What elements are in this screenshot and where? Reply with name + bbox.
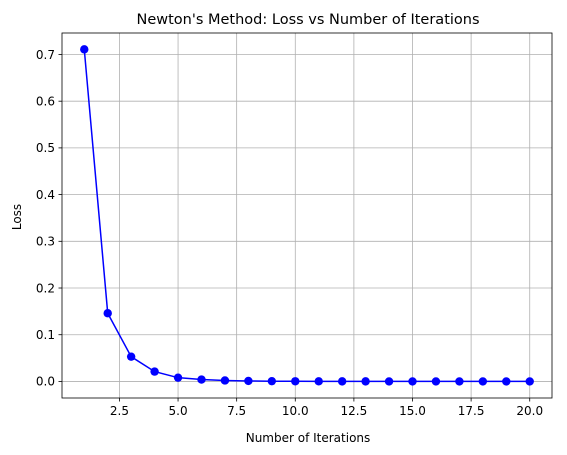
y-tick-label: 0.2 — [36, 281, 55, 295]
y-tick-label: 0.0 — [36, 375, 55, 389]
data-point — [408, 377, 417, 386]
x-tick-label: 12.5 — [341, 404, 368, 418]
y-tick-label: 0.3 — [36, 235, 55, 249]
y-tick-label: 0.1 — [36, 328, 55, 342]
x-tick-label: 20.0 — [516, 404, 543, 418]
data-point — [150, 367, 159, 376]
x-tick-label: 7.5 — [227, 404, 246, 418]
data-point — [502, 377, 511, 386]
y-axis-ticks: 0.0 0.1 0.2 0.3 0.4 0.5 0.6 0.7 — [36, 48, 62, 389]
y-tick-label: 0.6 — [36, 94, 55, 108]
data-point — [267, 376, 277, 386]
y-axis-label: Loss — [10, 204, 24, 230]
series-layer — [80, 45, 534, 386]
data-point — [525, 377, 534, 386]
x-axis-ticks: 2.5 5.0 7.5 10.0 12.5 15.0 17.5 20.0 — [110, 398, 543, 418]
y-tick-label: 0.4 — [36, 188, 55, 202]
data-point — [431, 377, 441, 386]
y-tick-label: 0.7 — [36, 48, 55, 62]
data-point — [337, 377, 347, 386]
data-point — [197, 375, 206, 384]
data-point — [455, 377, 464, 386]
data-point — [103, 309, 112, 318]
data-point — [173, 373, 183, 382]
x-tick-label: 10.0 — [282, 404, 309, 418]
x-tick-label: 2.5 — [110, 404, 129, 418]
data-point — [361, 377, 370, 386]
grid — [62, 33, 552, 398]
data-point — [80, 45, 89, 54]
x-tick-label: 15.0 — [399, 404, 426, 418]
x-axis-label: Number of Iterations — [246, 431, 371, 445]
data-point — [384, 377, 394, 386]
chart-title: Newton's Method: Loss vs Number of Itera… — [136, 12, 479, 28]
data-point — [291, 377, 300, 386]
data-point — [220, 376, 230, 385]
data-point — [126, 352, 136, 361]
x-tick-label: 17.5 — [458, 404, 485, 418]
data-point — [244, 376, 253, 386]
plot-frame — [61, 32, 553, 399]
y-tick-label: 0.5 — [36, 141, 55, 155]
data-point — [314, 377, 323, 386]
x-tick-label: 5.0 — [169, 404, 188, 418]
data-point — [478, 377, 488, 386]
